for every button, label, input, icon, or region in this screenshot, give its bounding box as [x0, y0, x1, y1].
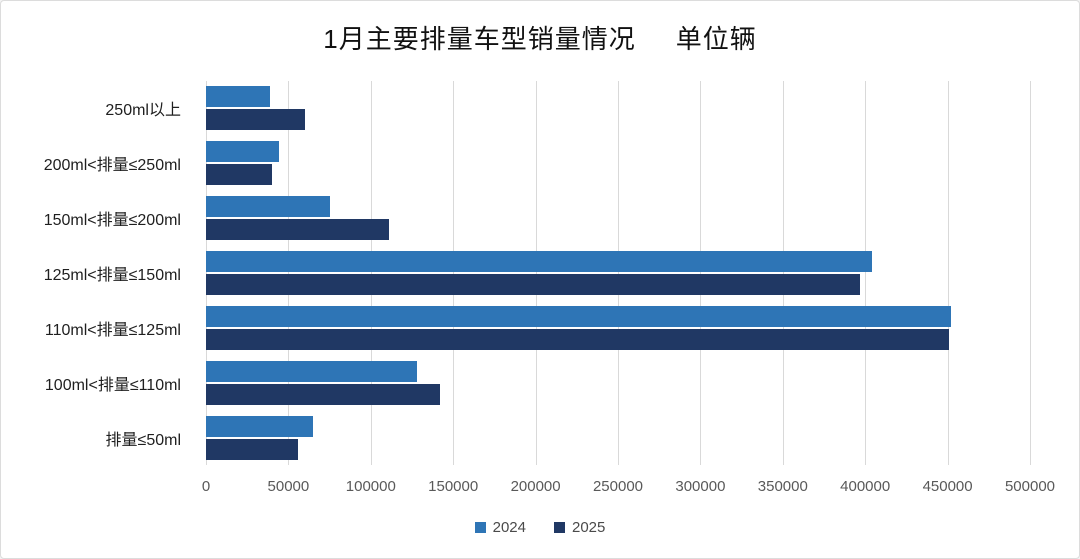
category-label: 125ml<排量≤150ml: [43, 267, 181, 284]
bar-2024-category-3: [206, 251, 872, 272]
category-label: 110ml<排量≤125ml: [44, 321, 181, 339]
x-axis-tick-labels: 0 50000 100000 150000 200000 250000 300000 3500…: [202, 478, 1055, 498]
category-label: 150ml<排量≤200ml: [43, 212, 181, 230]
bar-2025-category-4: [206, 328, 950, 350]
category-label: 排量≤50ml: [105, 431, 181, 449]
bar-2025-category-2: [206, 219, 389, 241]
x-axis-tick-label: 0: [201, 478, 211, 495]
legend: 2024 2025: [1, 519, 1079, 536]
gridline: [618, 81, 619, 465]
x-axis-tick-label: 50000: [267, 478, 310, 495]
x-axis-tick-label: 450000: [922, 478, 973, 495]
legend-swatch-icon: [474, 522, 486, 533]
x-axis-tick-label: 350000: [757, 478, 808, 495]
bar-2024-category-0: [206, 86, 271, 108]
bar-2025-category-1: [206, 164, 272, 186]
bar-2024-category-1: [206, 141, 279, 163]
legend-label: 2025: [572, 519, 606, 536]
chart-title: 1月主要排量车型销量情况 单位辆: [1, 19, 1079, 56]
x-axis-tick-label: 250000: [592, 478, 644, 495]
bar-2024-category-2: [206, 196, 330, 218]
gridline: [288, 81, 290, 465]
legend-swatch-icon: [554, 522, 565, 533]
x-axis-tick-label: 100000: [345, 478, 396, 495]
chart-title-main: 1月主要排量车型销量情况: [323, 24, 636, 54]
x-axis-tick-label: 400000: [840, 478, 891, 495]
x-axis-tick-label: 200000: [510, 478, 561, 495]
y-axis-category-labels: 250ml以上 200ml<排量≤250ml 150ml<排量≤200ml 125ml…: [1, 81, 193, 465]
chart-title-unit: 单位辆: [675, 24, 757, 54]
plot-area: [206, 81, 1031, 465]
bar-2025-category-0: [206, 109, 305, 131]
bar-2025-category-3: [206, 274, 861, 295]
bar-2024-category-6: [206, 415, 314, 437]
gridline: [206, 81, 207, 465]
category-label: 100ml<排量≤110ml: [44, 376, 181, 394]
bar-2025-category-6: [206, 438, 299, 460]
category-label: 200ml<排量≤250ml: [43, 157, 181, 175]
gridline: [782, 81, 784, 465]
legend-item-2024: 2024: [474, 519, 526, 536]
gridline: [947, 81, 949, 465]
gridline: [700, 81, 702, 465]
category-label: 250ml以上: [105, 102, 181, 120]
bar-2024-category-4: [206, 305, 951, 327]
x-axis-tick-label: 300000: [675, 478, 726, 495]
gridline: [1030, 81, 1031, 465]
gridline: [535, 81, 537, 465]
x-axis-tick-label: 150000: [428, 478, 479, 495]
bar-2024-category-5: [206, 360, 417, 382]
x-axis-tick-label: 500000: [1004, 478, 1056, 495]
bar-2025-category-5: [206, 383, 441, 405]
legend-label: 2024: [492, 519, 526, 536]
gridline: [453, 81, 455, 465]
gridline: [865, 81, 867, 465]
gridline: [370, 81, 372, 465]
legend-item-2025: 2025: [554, 519, 605, 536]
